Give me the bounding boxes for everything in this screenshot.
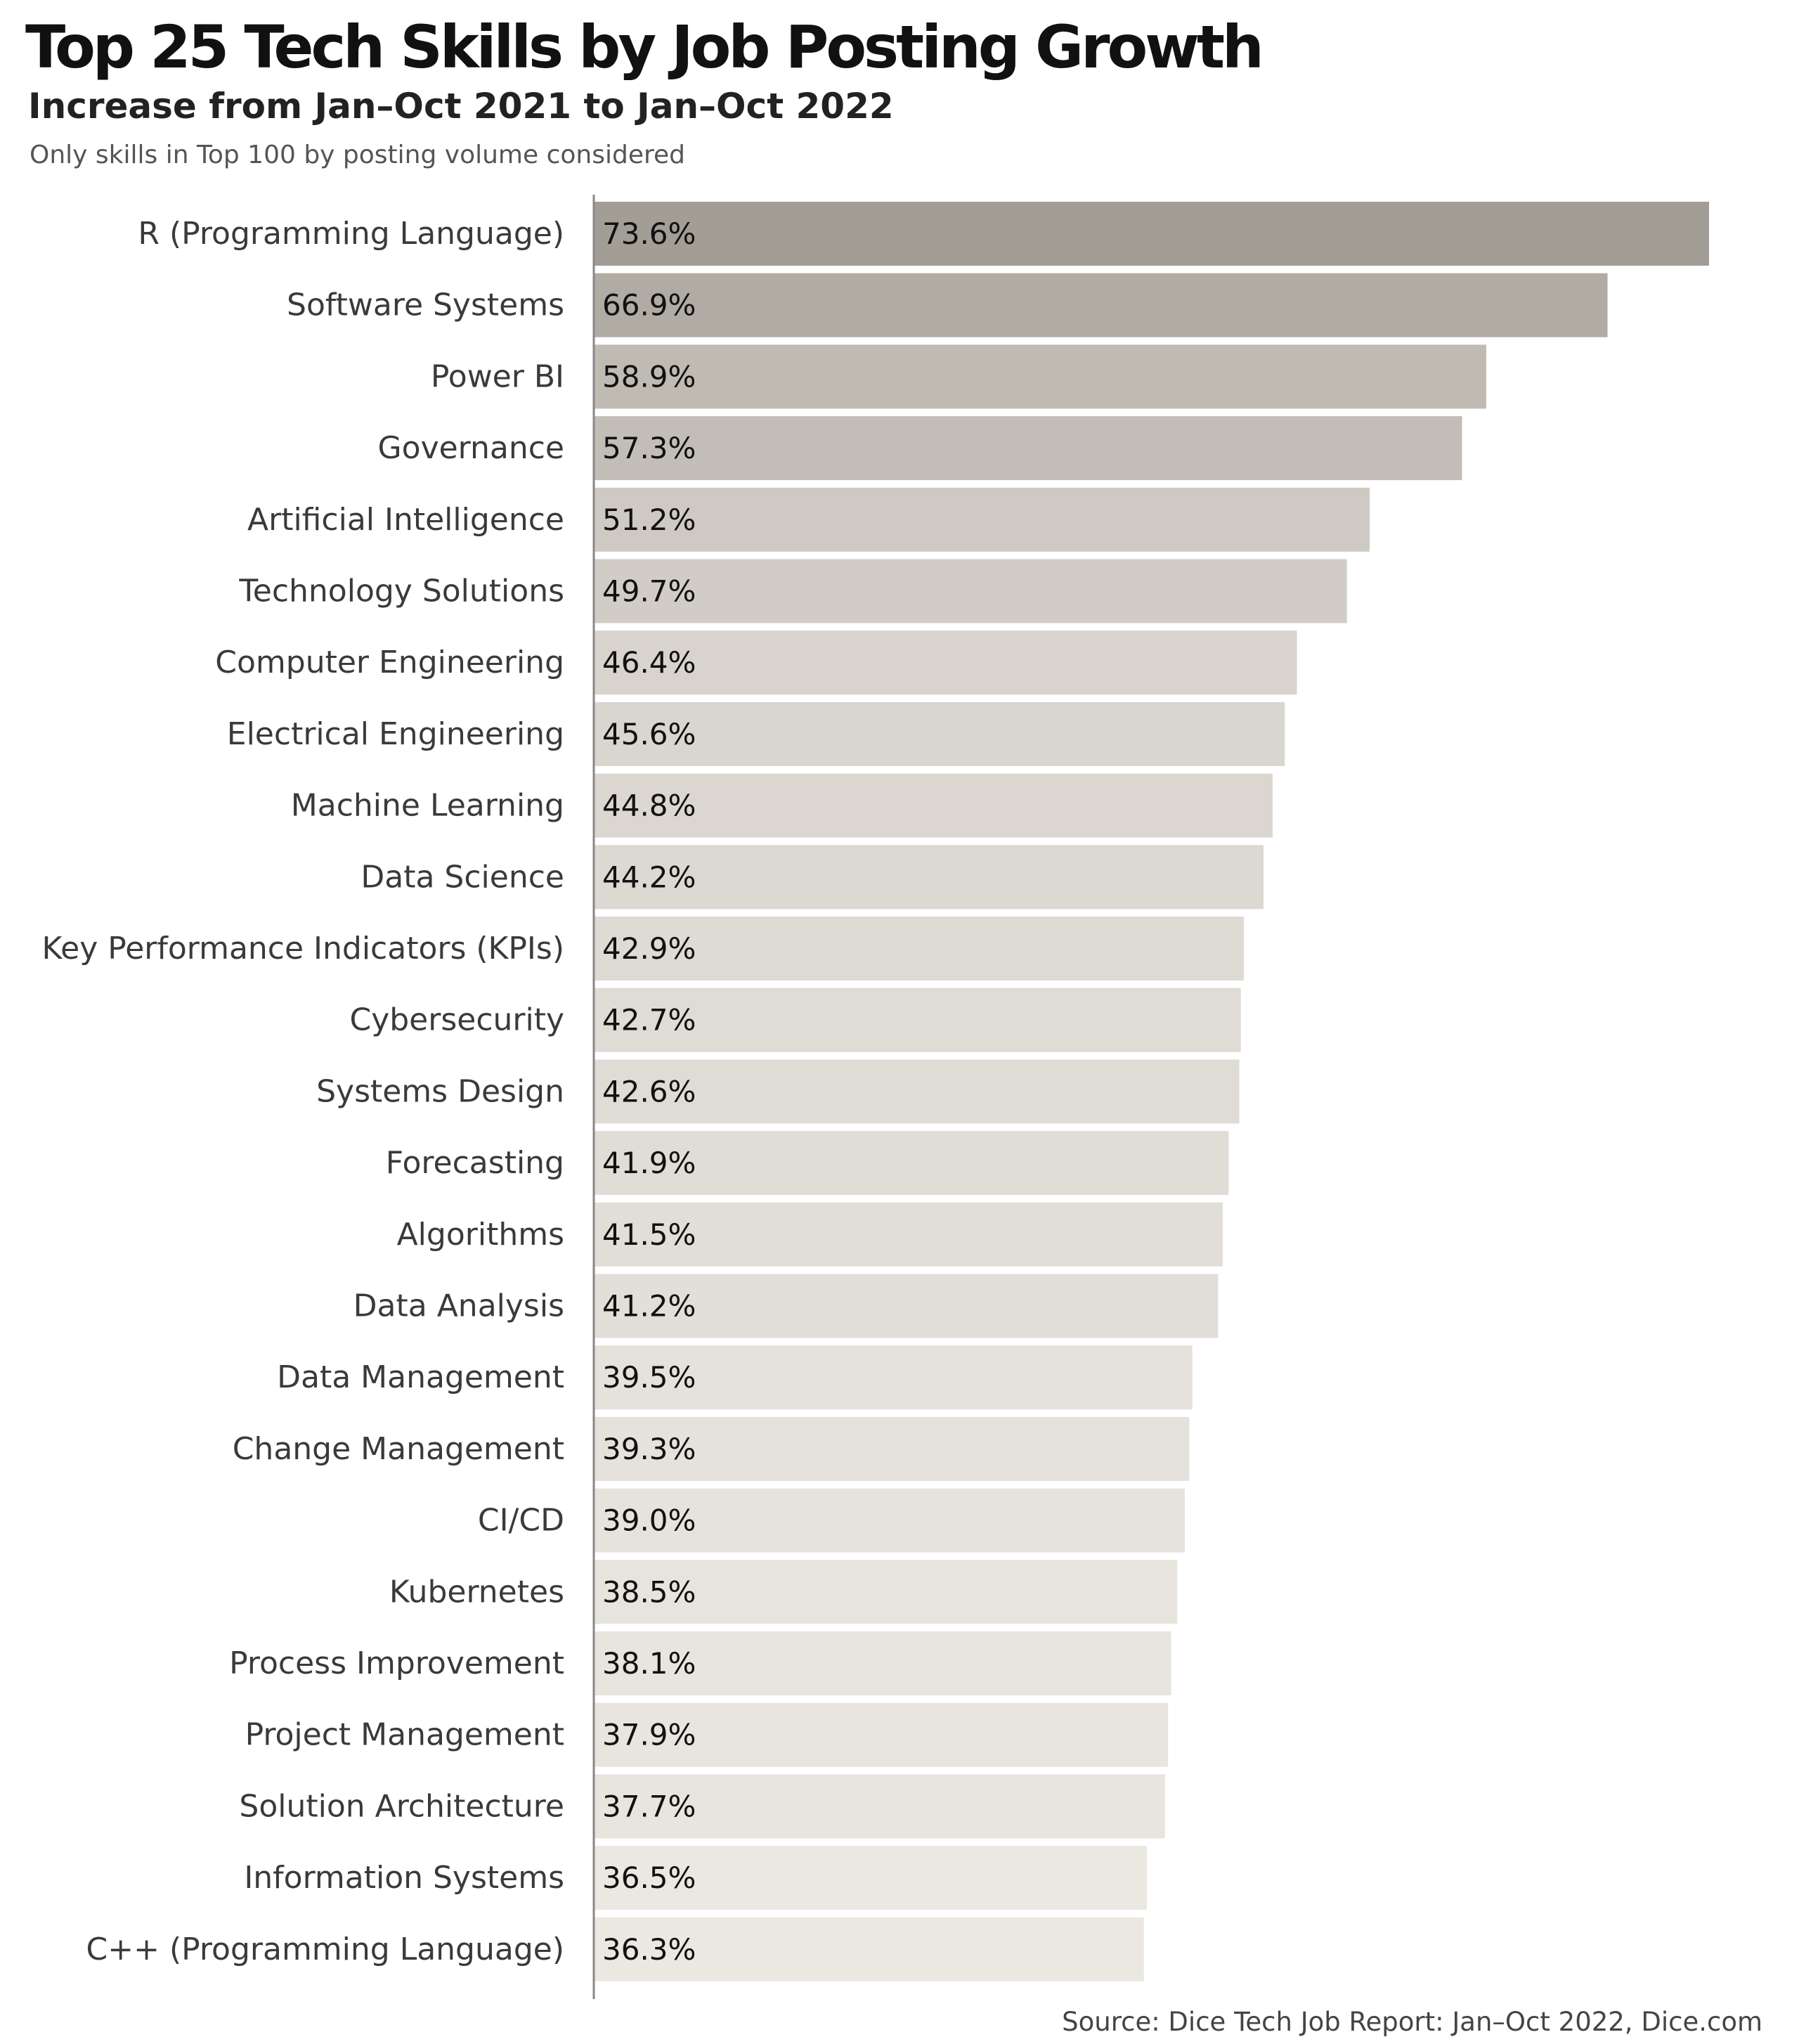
value-label: 44.8% (602, 789, 696, 823)
category-label: Artificial Intelligence (247, 502, 564, 538)
value-label: 41.9% (602, 1146, 696, 1180)
bar (594, 559, 1347, 623)
category-label: Electrical Engineering (227, 716, 564, 752)
category-label: Data Analysis (353, 1288, 564, 1324)
bar (594, 487, 1370, 552)
value-label: 41.2% (602, 1289, 696, 1324)
bar (594, 1202, 1223, 1267)
bar (594, 773, 1273, 838)
category-label: Power BI (431, 358, 564, 394)
value-label: 37.7% (602, 1789, 696, 1823)
category-label: Change Management (233, 1431, 564, 1467)
category-label: Governance (378, 430, 564, 466)
bar (594, 1846, 1148, 1910)
category-label: Systems Design (316, 1073, 564, 1109)
bar (594, 1345, 1193, 1410)
category-label: Key Performance Indicators (KPIs) (41, 931, 564, 966)
bar (594, 416, 1462, 481)
chart-note: Only skills in Top 100 by posting volume… (30, 141, 685, 169)
value-label: 38.1% (602, 1646, 696, 1681)
category-label: Forecasting (386, 1145, 564, 1181)
bar (594, 845, 1264, 910)
bar (594, 1488, 1185, 1553)
bar (594, 1774, 1165, 1839)
value-label: 42.9% (602, 931, 696, 966)
bar (594, 988, 1241, 1052)
value-label: 39.5% (602, 1360, 696, 1395)
category-label: Process Improvement (229, 1645, 564, 1681)
bar (594, 1274, 1219, 1338)
category-label: Kubernetes (389, 1574, 564, 1610)
bar (594, 1702, 1169, 1767)
bar (594, 1416, 1190, 1481)
category-label: Technology Solutions (238, 574, 564, 609)
value-label: 45.6% (602, 717, 696, 751)
value-label: 36.3% (602, 1932, 696, 1967)
category-label: Solution Architecture (239, 1788, 564, 1824)
bar (594, 344, 1487, 409)
bar (594, 202, 1709, 266)
bar (594, 1917, 1144, 1981)
value-label: 44.2% (602, 860, 696, 894)
category-label: Machine Learning (291, 788, 564, 824)
category-label: Data Science (361, 859, 564, 895)
chart-subtitle: Increase from Jan–Oct 2021 to Jan–Oct 20… (28, 86, 894, 127)
value-label: 42.7% (602, 1003, 696, 1037)
value-label: 46.4% (602, 645, 696, 680)
value-label: 66.9% (602, 288, 696, 323)
category-label: Project Management (245, 1717, 564, 1753)
bar (594, 917, 1245, 981)
value-label: 39.3% (602, 1432, 696, 1466)
value-label: 42.6% (602, 1074, 696, 1108)
chart-title: Top 25 Tech Skills by Job Posting Growth (25, 13, 1264, 82)
bar (594, 1631, 1171, 1695)
value-label: 39.0% (602, 1503, 696, 1538)
category-label: CI/CD (478, 1503, 564, 1539)
category-label: Information Systems (244, 1860, 564, 1896)
category-label: Computer Engineering (215, 645, 564, 680)
category-label: Data Management (277, 1359, 564, 1395)
value-label: 41.5% (602, 1217, 696, 1252)
category-label: R (Programming Language) (138, 216, 564, 252)
bar (594, 273, 1608, 337)
value-label: 58.9% (602, 359, 696, 394)
value-label: 37.9% (602, 1718, 696, 1752)
source-note: Source: Dice Tech Job Report: Jan–Oct 20… (1062, 2007, 1762, 2037)
bar (594, 630, 1297, 695)
category-label: Algorithms (397, 1217, 564, 1253)
category-label: Cybersecurity (349, 1002, 564, 1038)
value-label: 57.3% (602, 431, 696, 465)
bar (594, 1560, 1178, 1624)
category-label: C++ (Programming Language) (86, 1932, 564, 1967)
value-label: 36.5% (602, 1861, 696, 1895)
value-label: 38.5% (602, 1574, 696, 1609)
category-label: Software Systems (287, 287, 564, 323)
bar (594, 701, 1285, 766)
value-label: 49.7% (602, 574, 696, 609)
value-label: 73.6% (602, 216, 696, 251)
bar (594, 1059, 1240, 1124)
value-label: 51.2% (602, 503, 696, 537)
bar (594, 1131, 1229, 1196)
